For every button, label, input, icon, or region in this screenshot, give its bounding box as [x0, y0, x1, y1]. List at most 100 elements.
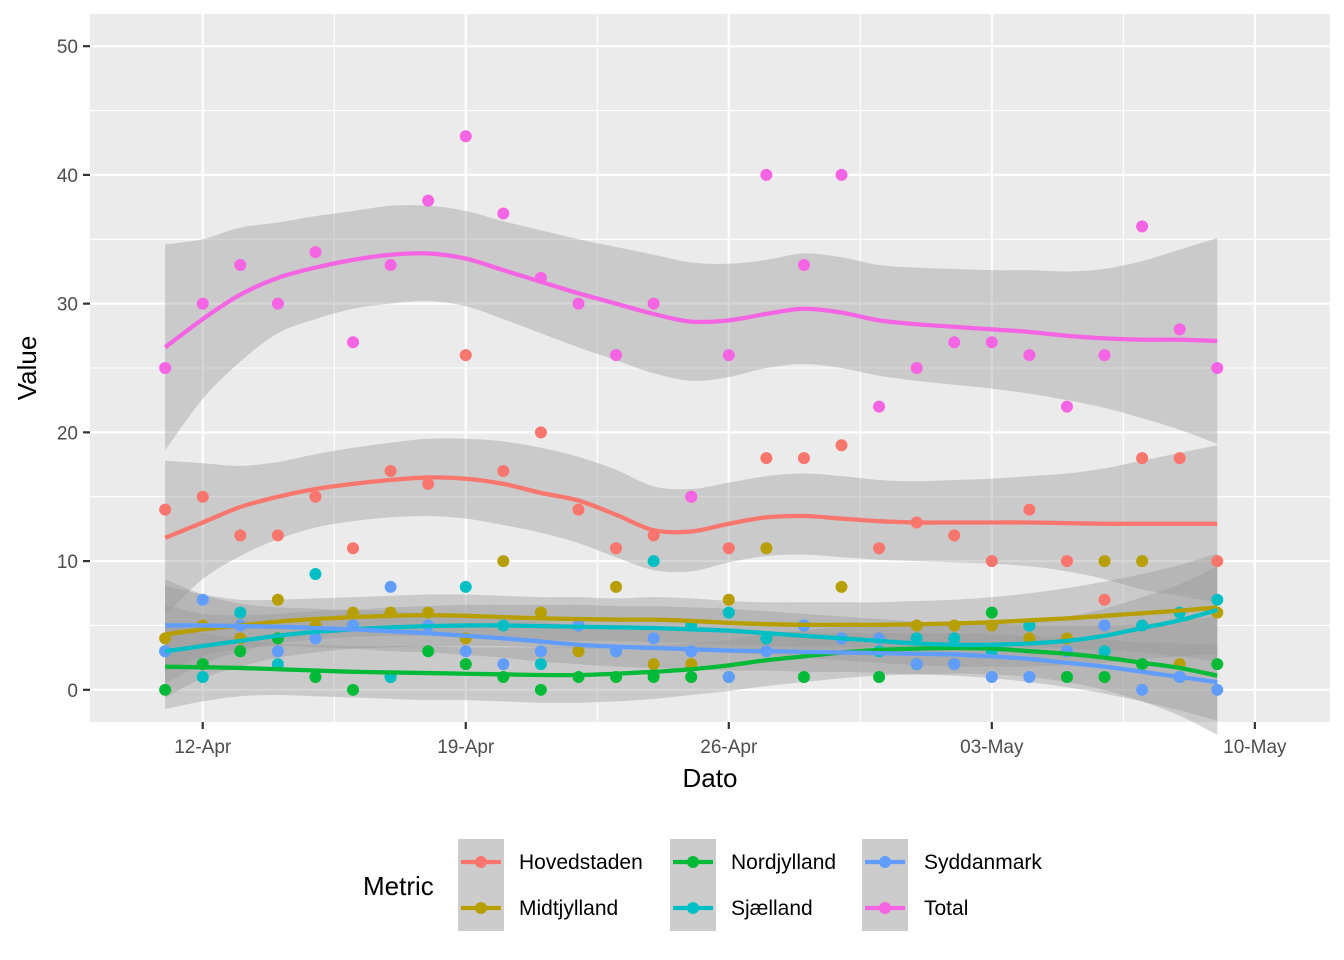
point-hovedstaden — [1060, 555, 1073, 568]
legend-item-midtjylland: Midtjylland — [458, 885, 618, 931]
point-hovedstaden — [1136, 452, 1149, 465]
legend-label: Nordjylland — [731, 851, 836, 874]
major-gridlines — [90, 14, 1330, 722]
x-axis: 12-Apr 19-Apr 26-Apr 03-May 10-May — [174, 722, 1287, 758]
point-total — [196, 297, 209, 310]
x-tick-label: 12-Apr — [174, 737, 232, 758]
y-axis-title: Value — [12, 336, 42, 401]
point-syddanmark — [497, 658, 510, 671]
point-sjlland — [722, 606, 735, 619]
point-total — [760, 168, 773, 181]
point-syddanmark — [1211, 683, 1224, 696]
x-tick-label: 19-Apr — [437, 737, 495, 758]
confidence-band-midtjylland — [165, 553, 1218, 684]
point-nordjylland — [309, 670, 322, 683]
point-total — [159, 362, 172, 374]
point-sjlland — [948, 632, 961, 645]
point-midtjylland — [497, 555, 510, 568]
point-midtjylland — [1098, 555, 1111, 568]
point-nordjylland — [534, 683, 547, 696]
point-sjlland — [1211, 593, 1224, 606]
point-nordjylland — [347, 683, 360, 696]
point-syddanmark — [271, 645, 284, 658]
point-total — [309, 246, 322, 259]
point-total — [685, 490, 698, 503]
legend-label: Syddanmark — [924, 851, 1042, 874]
point-syddanmark — [647, 632, 660, 645]
point-total — [234, 259, 247, 272]
point-syddanmark — [948, 658, 961, 671]
smooth-line-syddanmark — [165, 623, 1218, 685]
point-hovedstaden — [309, 490, 322, 503]
point-nordjylland — [873, 670, 886, 683]
point-syddanmark — [309, 632, 322, 645]
point-total — [271, 297, 284, 310]
legend-title: Metric — [363, 871, 434, 901]
smooth-line-nordjylland — [165, 645, 1218, 678]
point-syddanmark — [1136, 683, 1149, 696]
legend-item-sjlland: Sjælland — [670, 885, 813, 931]
smooth-line-hovedstaden — [164, 475, 1218, 540]
point-nordjylland — [422, 645, 435, 658]
x-tick-label: 03-May — [960, 737, 1024, 758]
point-sjlland — [647, 555, 660, 568]
point-midtjylland — [534, 606, 547, 619]
point-midtjylland — [647, 658, 660, 671]
legend-key-point — [879, 902, 891, 914]
point-nordjylland — [1098, 670, 1111, 683]
point-syddanmark — [985, 670, 998, 683]
point-total — [1023, 349, 1036, 362]
smooth-line-midtjylland — [164, 605, 1218, 637]
x-tick-label: 10-May — [1223, 737, 1287, 758]
point-hovedstaden — [534, 426, 547, 439]
point-hovedstaden — [1098, 593, 1111, 606]
point-hovedstaden — [948, 529, 961, 542]
point-syddanmark — [534, 645, 547, 658]
point-hovedstaden — [422, 477, 435, 490]
point-total — [835, 168, 848, 181]
point-hovedstaden — [797, 452, 810, 465]
point-total — [722, 349, 735, 362]
data-points — [159, 130, 1224, 696]
point-midtjylland — [572, 645, 585, 658]
point-hovedstaden — [234, 529, 247, 542]
y-tick-label: 0 — [67, 681, 78, 702]
point-hovedstaden — [572, 503, 585, 516]
point-syddanmark — [459, 645, 472, 658]
point-nordjylland — [1060, 670, 1073, 683]
x-axis-title: Dato — [683, 763, 738, 793]
point-sjlland — [1098, 645, 1111, 658]
point-sjlland — [534, 658, 547, 671]
point-hovedstaden — [497, 464, 510, 477]
legend-item-syddanmark: Syddanmark — [862, 839, 1042, 885]
legend-label: Total — [924, 897, 968, 920]
y-axis: 0 10 20 30 40 50 — [57, 37, 90, 702]
point-total — [1136, 220, 1149, 233]
point-midtjylland — [722, 593, 735, 606]
point-total — [459, 130, 472, 143]
legend-item-hovedstaden: Hovedstaden — [458, 839, 643, 885]
point-total — [347, 336, 360, 349]
point-hovedstaden — [196, 490, 209, 503]
point-hovedstaden — [347, 542, 360, 555]
point-total — [610, 349, 623, 362]
smooth-line-total — [163, 251, 1218, 350]
point-hovedstaden — [1211, 555, 1224, 568]
point-hovedstaden — [1023, 503, 1036, 516]
point-midtjylland — [835, 580, 848, 593]
point-total — [948, 336, 961, 349]
legend: Metric Hovedstaden Midtjylland Nordjylland… — [363, 839, 1042, 931]
point-total — [1098, 349, 1111, 362]
point-nordjylland — [459, 658, 472, 671]
point-hovedstaden — [873, 542, 886, 555]
point-midtjylland — [271, 593, 284, 606]
point-hovedstaden — [722, 542, 735, 555]
point-nordjylland — [234, 645, 247, 658]
legend-item-total: Total — [862, 885, 968, 931]
point-sjlland — [196, 670, 209, 683]
legend-label: Sjælland — [731, 897, 813, 920]
point-total — [497, 207, 510, 220]
x-tick-label: 26-Apr — [700, 737, 758, 758]
legend-key-point — [687, 902, 699, 914]
